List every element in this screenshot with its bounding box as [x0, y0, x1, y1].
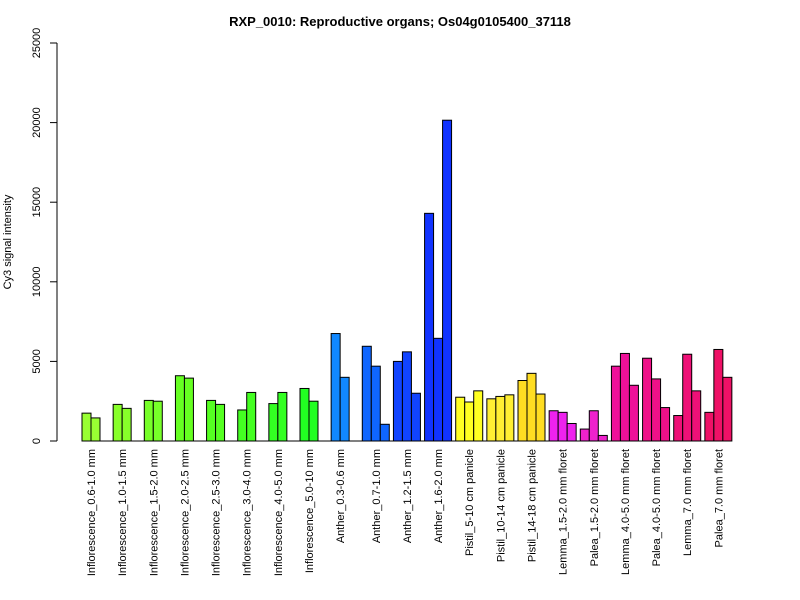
bar: [619, 352, 630, 442]
y-tick-label: 25000: [31, 28, 43, 59]
bar: [610, 365, 621, 442]
x-axis-labels: Inflorescence_0.6-1.0 mm Inflorescence_1.…: [86, 449, 725, 576]
bar: [442, 119, 453, 442]
bar: [597, 434, 608, 442]
x-tick-label: Palea_4.0-5.0 mm floret: [651, 449, 663, 566]
bar: [392, 360, 403, 442]
bar: [174, 375, 185, 442]
x-tick-label: Lemma_7.0 mm floret: [682, 449, 694, 556]
y-axis-label: Cy3 signal intensity: [2, 194, 14, 289]
x-tick-label: Lemma_1.5-2.0 mm floret: [558, 449, 570, 575]
x-tick-label: Anther_0.7-1.0 mm: [371, 449, 383, 543]
x-tick-label: Pistil_10-14 cm panicle: [495, 449, 507, 562]
bar: [473, 390, 484, 442]
y-tick-label: 15000: [31, 187, 43, 218]
bar: [237, 409, 248, 442]
bar: [152, 400, 163, 442]
bar: [361, 345, 372, 442]
x-tick-label: Lemma_4.0-5.0 mm floret: [620, 449, 632, 575]
bar: [704, 411, 715, 442]
x-tick-label: Pistil_5-10 cm panicle: [464, 449, 476, 556]
bar: [504, 394, 515, 442]
bar: [455, 396, 466, 442]
bar: [526, 372, 537, 442]
bar: [557, 411, 568, 442]
bar: [517, 380, 528, 442]
bar: [464, 401, 475, 442]
x-tick-label: Anther_1.6-2.0 mm: [433, 449, 445, 543]
x-tick-label: Anther_1.2-1.5 mm: [402, 449, 414, 543]
x-tick-label: Inflorescence_1.0-1.5 mm: [117, 449, 129, 576]
bar: [90, 417, 101, 442]
bar: [299, 387, 310, 442]
bar: [379, 423, 390, 442]
x-tick-label: Palea_1.5-2.0 mm floret: [589, 449, 601, 566]
bar: [535, 393, 546, 442]
bar: [330, 333, 341, 442]
x-tick-label: Palea_7.0 mm floret: [713, 449, 725, 547]
x-tick-label: Inflorescence_2.5-3.0 mm: [211, 449, 223, 576]
bar: [206, 399, 217, 442]
y-tick-label: 20000: [31, 107, 43, 138]
bar: [246, 391, 257, 442]
bar: [682, 353, 693, 442]
bar: [548, 410, 559, 442]
bar: [370, 365, 381, 442]
bar: [495, 395, 506, 442]
bar: [215, 403, 226, 442]
bar: [308, 400, 319, 442]
bar: [713, 348, 724, 442]
bar: [339, 376, 350, 442]
bar: [722, 376, 733, 442]
x-tick-label: Inflorescence_5.0-10 mm: [304, 449, 316, 573]
bar: [277, 391, 288, 442]
bar: [143, 399, 154, 442]
y-tick-label: 5000: [31, 349, 43, 373]
y-tick-label: 0: [31, 438, 43, 444]
x-tick-label: Inflorescence_3.0-4.0 mm: [242, 449, 254, 576]
chart-title: RXP_0010: Reproductive organs; Os04g0105…: [229, 14, 571, 29]
x-tick-label: Inflorescence_2.0-2.5 mm: [179, 449, 191, 576]
x-tick-label: Inflorescence_0.6-1.0 mm: [86, 449, 98, 576]
bar: [642, 357, 653, 442]
bar: [433, 337, 444, 442]
y-tick-label: 10000: [31, 267, 43, 298]
bar: [628, 384, 639, 442]
bar: [81, 412, 92, 442]
x-tick-label: Anther_0.3-0.6 mm: [335, 449, 347, 543]
bar: [401, 351, 412, 442]
y-axis: 0 5000 10000 15000 20000 25000: [31, 28, 58, 444]
bar: [424, 212, 435, 442]
bar: [268, 403, 279, 442]
bar: [112, 403, 123, 442]
bar: [486, 398, 497, 442]
bar: [183, 377, 194, 442]
bar: [660, 407, 671, 442]
bar: [691, 390, 702, 442]
bar-series: [81, 119, 733, 442]
bar: [410, 392, 421, 442]
bar: [579, 428, 590, 442]
bar: [566, 422, 577, 442]
bar: [121, 407, 132, 442]
x-tick-label: Pistil_14-18 cm panicle: [527, 449, 539, 562]
x-tick-label: Inflorescence_1.5-2.0 mm: [148, 449, 160, 576]
bar: [651, 378, 662, 442]
bar: [588, 410, 599, 442]
x-tick-label: Inflorescence_4.0-5.0 mm: [273, 449, 285, 576]
bar: [673, 415, 684, 442]
